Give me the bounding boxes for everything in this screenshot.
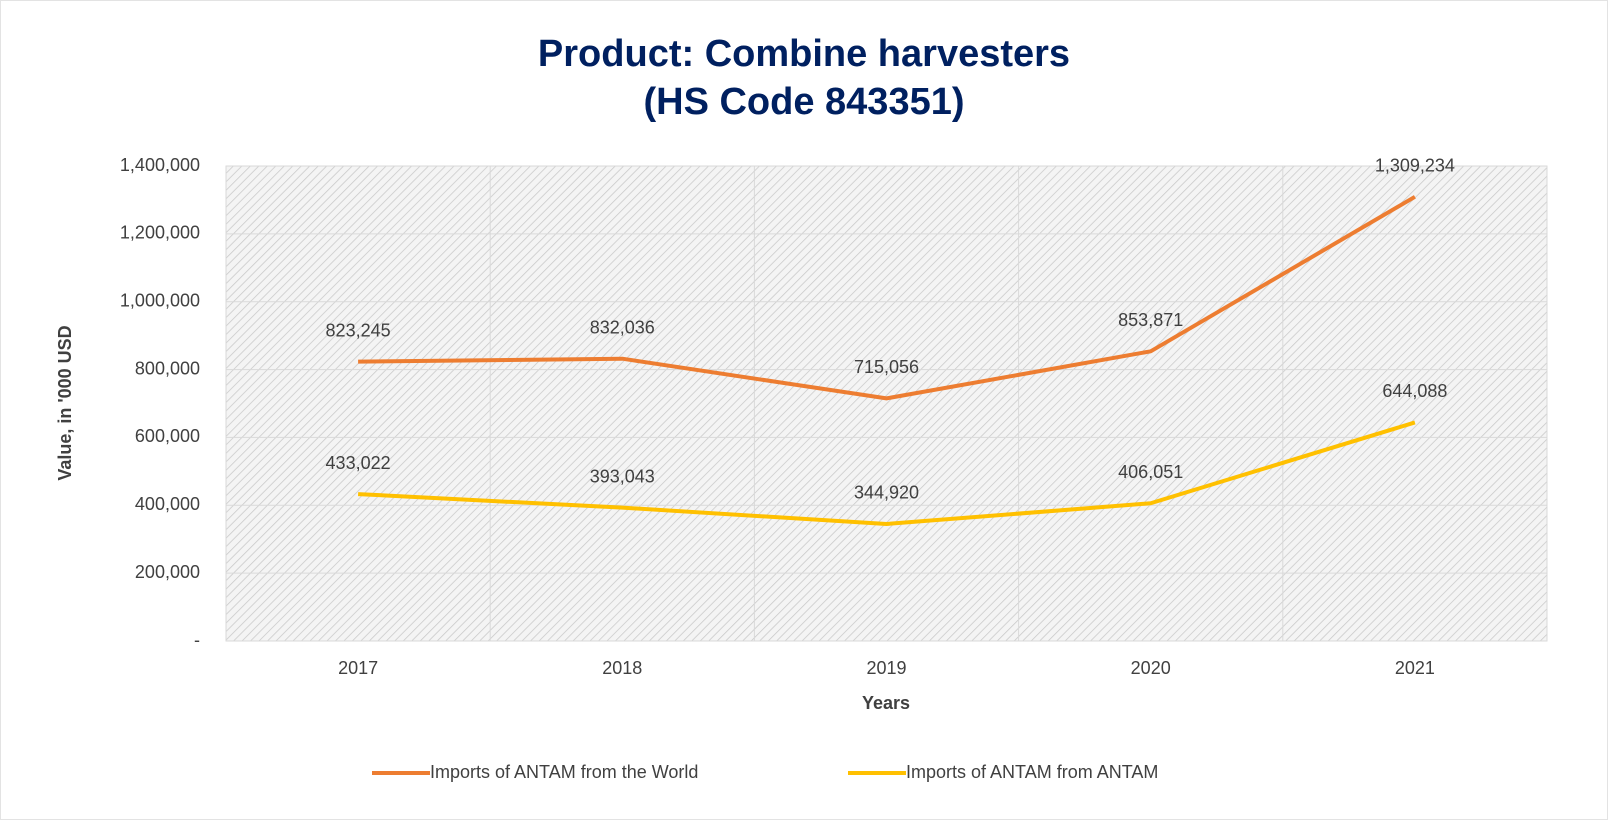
legend-label: Imports of ANTAM from ANTAM <box>906 762 1158 782</box>
data-label: 406,051 <box>1118 462 1183 482</box>
x-tick-label: 2019 <box>866 658 906 678</box>
data-label: 1,309,234 <box>1375 156 1455 176</box>
x-tick-label: 2020 <box>1131 658 1171 678</box>
data-label: 344,920 <box>854 483 919 503</box>
data-label: 715,056 <box>854 357 919 377</box>
data-label: 393,043 <box>590 466 655 486</box>
plot-area <box>225 165 1548 642</box>
y-tick-label: 600,000 <box>135 426 200 446</box>
x-tick-label: 2021 <box>1395 658 1435 678</box>
y-tick-label: 200,000 <box>135 562 200 582</box>
y-tick-label: - <box>194 630 200 650</box>
data-label: 832,036 <box>590 317 655 337</box>
x-tick-label: 2017 <box>338 658 378 678</box>
chart-title: Product: Combine harvesters <box>538 33 1070 75</box>
x-axis-title: Years <box>862 693 910 713</box>
data-label: 433,022 <box>326 453 391 473</box>
series-line <box>357 420 1416 526</box>
y-tick-label: 400,000 <box>135 494 200 514</box>
legend-label: Imports of ANTAM from the World <box>430 762 698 782</box>
x-tick-label: 2018 <box>602 658 642 678</box>
series-line <box>358 195 1416 401</box>
data-label: 853,871 <box>1118 310 1183 330</box>
chart-subtitle: (HS Code 843351) <box>643 81 964 123</box>
y-axis-title: Value, in '000 USD <box>55 325 75 480</box>
y-tick-label: 800,000 <box>135 358 200 378</box>
y-tick-label: 1,000,000 <box>120 290 200 310</box>
y-tick-label: 1,200,000 <box>120 223 200 243</box>
data-label: 644,088 <box>1382 381 1447 401</box>
data-label: 823,245 <box>326 320 391 340</box>
y-tick-label: 1,400,000 <box>120 155 200 175</box>
